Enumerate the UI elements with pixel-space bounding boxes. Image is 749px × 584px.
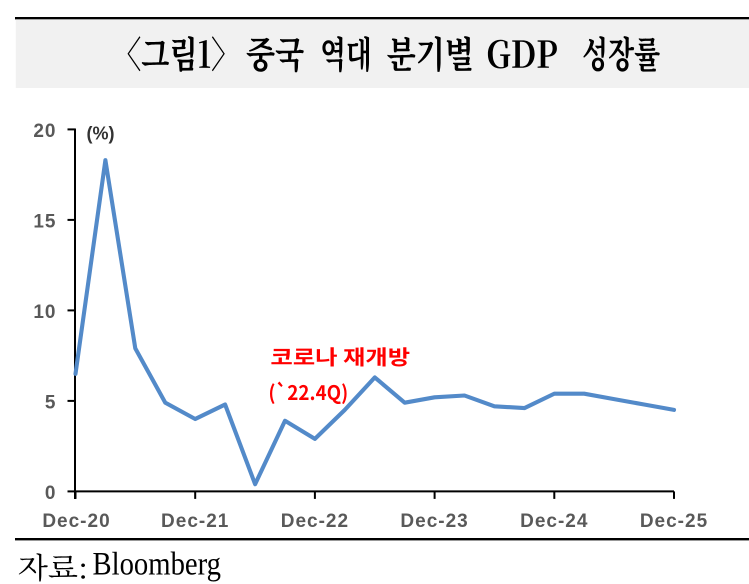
svg-text:Dec-24: Dec-24	[520, 511, 588, 532]
svg-text:0: 0	[45, 483, 57, 504]
svg-text:Dec-20: Dec-20	[42, 511, 110, 532]
svg-text:Dec-23: Dec-23	[400, 511, 468, 532]
svg-text:Dec-25: Dec-25	[640, 511, 708, 532]
svg-text:15: 15	[33, 212, 56, 233]
svg-text:10: 10	[33, 302, 56, 323]
svg-text:Dec-22: Dec-22	[281, 511, 349, 532]
svg-text:5: 5	[45, 393, 57, 414]
svg-text:Bloomberg: Bloomberg	[93, 547, 222, 583]
svg-text:Dec-21: Dec-21	[161, 511, 229, 532]
svg-text:(%): (%)	[87, 124, 115, 144]
svg-text:20: 20	[33, 121, 56, 142]
